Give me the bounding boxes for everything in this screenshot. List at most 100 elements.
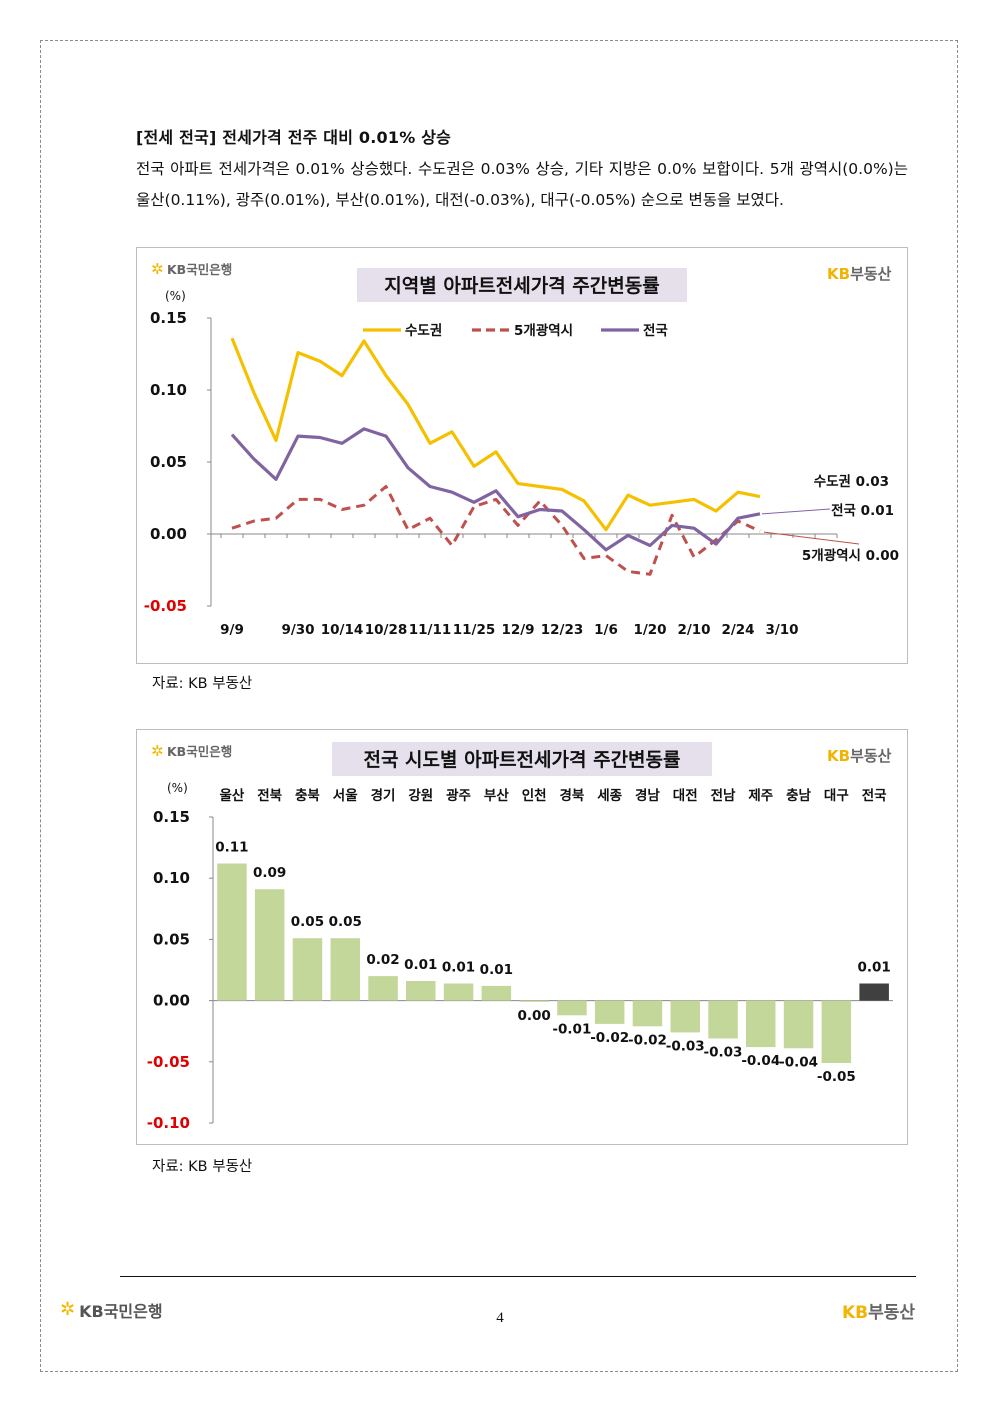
svg-text:KB부동산: KB부동산 [827, 747, 892, 765]
line-chart-title: 지역별 아파트전세가격 주간변동률 [384, 275, 659, 297]
category-label: 전북 [257, 787, 282, 804]
data-label: -0.01 [552, 1021, 591, 1037]
bar [557, 1000, 587, 1016]
bar [594, 1000, 625, 1024]
data-label: -0.02 [590, 1030, 629, 1046]
footer-rule [120, 1276, 916, 1277]
bank-logo-text: KB국민은행 [167, 744, 232, 759]
data-label: -0.03 [666, 1038, 705, 1054]
category-label: 강원 [408, 787, 433, 804]
y-tick-label: 0.00 [150, 525, 187, 543]
line-chart-unit: (%) [165, 289, 186, 303]
bar [708, 1000, 738, 1039]
category-label: 충남 [786, 787, 811, 804]
end-label-leader [761, 508, 831, 515]
x-tick-label: 1/20 [633, 622, 666, 638]
bar [254, 889, 285, 1001]
footer-bank-logo: ✲ KB국민은행 [60, 1299, 163, 1322]
bar-chart: ✲ KB국민은행 KB부동산 전국 시도별 아파트전세가격 주간변동률 (%) 0.15 0… [147, 742, 893, 1132]
category-label: 경기 [371, 787, 396, 804]
legend-label: 수도권 [405, 323, 442, 339]
end-label: 전국 0.01 [831, 502, 894, 519]
bar [368, 976, 398, 1001]
series-line-1 [230, 337, 761, 532]
data-label: 0.00 [517, 1008, 550, 1024]
legend-item-2: 5개광역시 [472, 322, 573, 339]
bar [443, 983, 474, 1001]
y-tick-label: 0.05 [150, 453, 187, 471]
legend-label: 전국 [643, 322, 668, 339]
data-label: 0.11 [215, 840, 248, 856]
x-tick-label: 11/25 [453, 622, 496, 638]
legend-label: 5개광역시 [514, 322, 573, 339]
bar [406, 981, 436, 1001]
category-label: 대전 [673, 787, 698, 804]
footer-kb-realestate-logo: KB부동산 [842, 1303, 916, 1323]
category-label: 전남 [711, 787, 736, 804]
category-label: 세종 [597, 788, 622, 804]
source-note-2: 자료: KB 부동산 [152, 1159, 253, 1175]
bar-chart-title-bg [332, 742, 712, 776]
y-tick-label: 0.15 [150, 309, 187, 327]
x-tick-label: 3/10 [765, 622, 798, 638]
kb-star-icon: ✲ [151, 260, 164, 278]
x-tick-label: 10/14 [321, 622, 364, 638]
x-tick-label: 9/9 [220, 622, 244, 638]
data-label: -0.04 [779, 1054, 818, 1070]
section-heading: [전세 전국] 전세가격 전주 대비 0.01% 상승 [136, 128, 452, 147]
bar [217, 863, 247, 1001]
bar [481, 985, 512, 1001]
legend-item-3: 전국 [601, 322, 668, 339]
series-line-2 [231, 485, 761, 576]
bar [821, 1000, 852, 1063]
x-tick-label: 12/9 [501, 622, 534, 638]
bar [859, 983, 889, 1001]
data-label: -0.05 [817, 1069, 856, 1085]
data-label: 0.05 [291, 914, 324, 930]
category-label: 충북 [295, 788, 320, 804]
category-label: 전국 [862, 787, 887, 804]
section-paragraph: 전국 아파트 전세가격은 0.01% 상승했다. 수도권은 0.03% 상승, … [136, 160, 908, 209]
y-tick-label: 0.15 [153, 808, 190, 826]
page-number: 4 [496, 1310, 504, 1326]
series-line-3 [230, 427, 761, 552]
data-label: -0.03 [704, 1045, 743, 1061]
category-label: 광주 [446, 787, 471, 804]
data-label: 0.01 [480, 962, 513, 978]
x-tick-label: 12/23 [541, 622, 584, 638]
bar [670, 1000, 700, 1033]
end-label: 5개광역시 0.00 [802, 547, 899, 564]
bank-logo-text: KB국민은행 [167, 262, 232, 277]
y-tick-label: 0.00 [153, 992, 190, 1010]
category-label: 부산 [484, 787, 509, 804]
bar [746, 1000, 776, 1048]
y-tick-label: -0.05 [147, 1053, 190, 1071]
category-label: 인천 [522, 787, 547, 804]
chart-bank-logo: ✲ KB국민은행 [151, 260, 232, 278]
kb-star-icon: ✲ [151, 742, 164, 760]
x-tick-label: 2/24 [721, 622, 754, 638]
y-tick-label: -0.05 [144, 597, 187, 615]
kb-star-icon: ✲ [60, 1299, 76, 1320]
bar-chart-title: 전국 시도별 아파트전세가격 주간변동률 [363, 749, 680, 771]
category-label: 제주 [748, 788, 773, 804]
category-label: 경남 [635, 787, 660, 804]
data-label: 0.01 [857, 959, 890, 975]
category-label: 서울 [333, 787, 358, 804]
end-label-leader [763, 531, 860, 545]
bar [632, 1000, 663, 1027]
x-tick-label: 2/10 [677, 622, 710, 638]
y-tick-label: 0.10 [153, 869, 190, 887]
bar [330, 938, 360, 1001]
chart-bank-logo: ✲ KB국민은행 [151, 742, 232, 760]
category-label: 대구 [824, 788, 849, 804]
data-label: 0.05 [329, 914, 362, 930]
bar [292, 938, 323, 1001]
svg-text:KB부동산: KB부동산 [827, 265, 892, 283]
y-tick-label: 0.10 [150, 381, 187, 399]
data-label: -0.02 [628, 1032, 667, 1048]
page-frame [40, 40, 958, 1372]
bar [783, 1000, 814, 1049]
chart-kb-realestate-logo: KB부동산 [827, 265, 892, 283]
